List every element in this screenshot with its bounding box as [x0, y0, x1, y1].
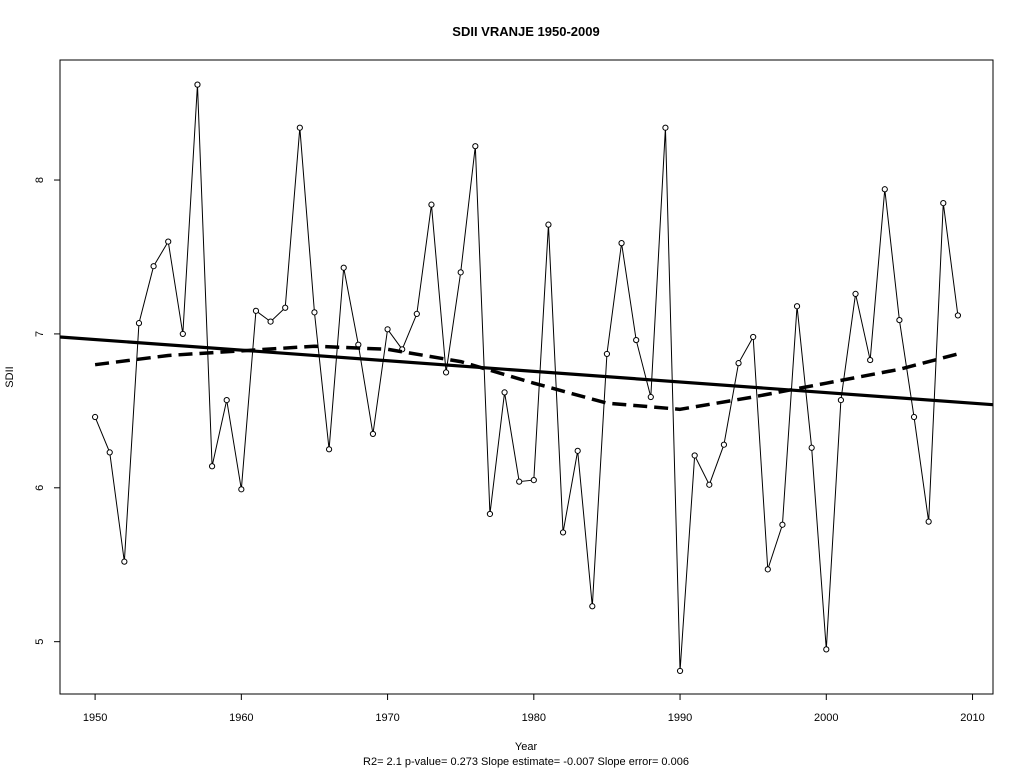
sdii-point — [369, 430, 377, 438]
sdii-series-line — [94, 84, 959, 671]
sdii-point — [267, 318, 274, 325]
x-tick-label: 2010 — [960, 712, 984, 724]
y-tick-label: 6 — [34, 485, 46, 491]
sdii-point — [150, 263, 157, 270]
plot-frame — [59, 59, 994, 695]
sdii-point — [881, 186, 888, 193]
y-tick-label: 7 — [34, 331, 46, 337]
sdii-point — [720, 441, 728, 448]
sdii-point — [384, 326, 391, 333]
sdii-point — [589, 603, 596, 610]
sdii-point — [559, 529, 567, 536]
sdii-point — [779, 521, 786, 528]
sdii-point — [633, 336, 640, 344]
x-tick-label: 1950 — [83, 712, 107, 724]
x-tick-label: 1980 — [522, 712, 546, 724]
sdii-point — [662, 124, 669, 131]
smoothed-trend-line — [94, 344, 959, 412]
sdii-point — [574, 447, 581, 454]
axes: 1950 1960 1970 1980 1990 2000 2010 5 6 7 8 — [34, 177, 985, 724]
sdii-point — [223, 396, 230, 404]
x-tick-label: 1990 — [668, 712, 692, 724]
sdii-point — [428, 201, 435, 208]
sdii-point — [238, 486, 245, 493]
sdii-point — [325, 446, 333, 453]
sdii-point — [121, 558, 128, 565]
sdii-point — [282, 304, 289, 311]
sdii-point — [676, 667, 684, 675]
x-tick-label: 1960 — [229, 712, 253, 724]
sdii-point — [208, 463, 216, 470]
sdii-point — [808, 444, 815, 451]
sdii-point — [954, 312, 962, 319]
sdii-point — [603, 350, 611, 358]
sdii-point — [925, 518, 932, 525]
sdii-point — [252, 307, 260, 314]
sdii-point — [340, 264, 347, 271]
sdii-point — [442, 369, 450, 376]
sdii-point — [472, 143, 479, 150]
plot-area — [59, 81, 994, 675]
sdii-point — [179, 330, 186, 338]
sdii-point — [691, 452, 698, 459]
x-tick-label: 2000 — [814, 712, 838, 724]
y-tick-label: 5 — [34, 639, 46, 645]
sdii-point — [311, 309, 318, 316]
sdii-point — [135, 320, 143, 327]
sdii-point — [457, 269, 464, 276]
sdii-point — [91, 413, 99, 421]
regression-summary: R2= 2.1 p-value= 0.273 Slope estimate= -… — [363, 756, 689, 768]
chart-title: SDII VRANJE 1950-2009 — [452, 24, 599, 39]
sdii-point — [618, 240, 625, 247]
sdii-point — [165, 238, 172, 245]
sdii-point — [750, 333, 757, 341]
sdii-point — [735, 360, 742, 367]
sdii-point — [516, 478, 523, 485]
sdii-point — [910, 413, 918, 421]
sdii-point — [486, 510, 494, 518]
sdii-point — [823, 646, 830, 653]
sdii-point — [867, 356, 874, 364]
x-tick-label: 1970 — [375, 712, 399, 724]
sdii-point — [545, 221, 552, 228]
y-axis-label: SDII — [4, 366, 16, 387]
sdii-point — [647, 393, 654, 401]
sdii-point — [194, 81, 201, 88]
linear-trend-line — [59, 335, 994, 407]
sdii-point — [940, 200, 947, 207]
sdii-point — [106, 449, 113, 456]
sdii-point — [501, 389, 508, 396]
y-tick-label: 8 — [34, 177, 46, 183]
sdii-point — [530, 477, 537, 484]
sdii-point — [413, 310, 420, 318]
sdii-point — [837, 396, 845, 404]
sdii-point — [706, 481, 713, 488]
sdii-point — [764, 566, 771, 573]
sdii-point — [852, 290, 859, 298]
x-axis-label: Year — [515, 741, 538, 753]
sdii-point — [896, 316, 903, 324]
sdii-point — [793, 303, 801, 310]
sdii-point — [296, 124, 303, 131]
